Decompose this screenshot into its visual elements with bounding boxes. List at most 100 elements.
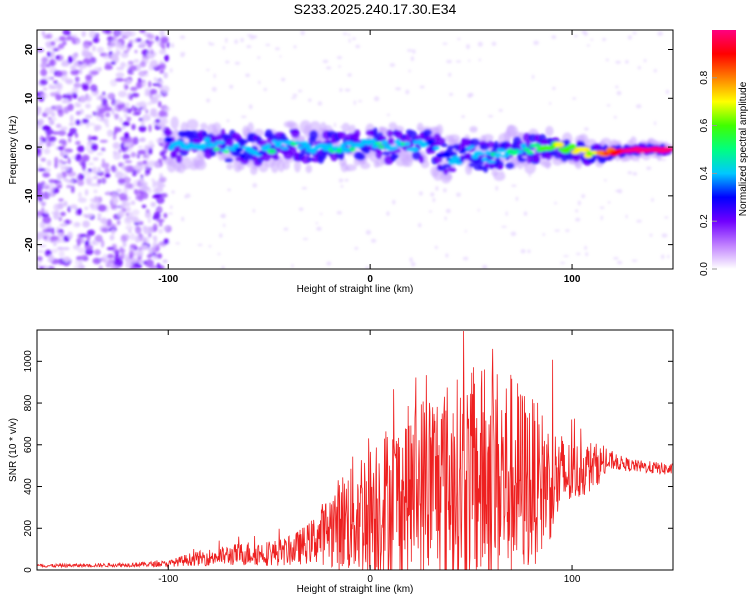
ridge-core: [274, 142, 282, 148]
noise-blob: [53, 203, 60, 211]
noise-blob: [148, 48, 154, 54]
noise-blob: [340, 185, 344, 188]
noise-blob: [653, 69, 657, 73]
noise-blob: [60, 126, 68, 131]
noise-blob: [371, 238, 377, 243]
noise-blob: [419, 85, 425, 89]
noise-blob: [46, 159, 52, 167]
ridge-body: [354, 129, 361, 138]
noise-blob: [604, 179, 607, 182]
noise-blob: [448, 72, 452, 77]
noise-blob: [96, 46, 105, 54]
noise-blob: [226, 119, 230, 123]
noise-blob: [69, 127, 77, 135]
figure-title: S233.2025.240.17.30.E34: [294, 1, 457, 17]
noise-blob: [42, 92, 49, 99]
noise-blob: [141, 204, 147, 209]
noise-blob: [445, 253, 449, 258]
ridge-body: [238, 138, 249, 145]
noise-blob: [234, 61, 241, 65]
noise-blob: [131, 257, 139, 263]
noise-blob: [347, 73, 352, 77]
noise-blob: [116, 219, 121, 226]
noise-blob: [158, 176, 167, 183]
noise-blob: [104, 65, 113, 70]
noise-blob: [279, 55, 282, 58]
noise-blob: [74, 102, 80, 108]
noise-blob: [316, 226, 322, 231]
noise-blob: [75, 140, 81, 146]
noise-blob: [477, 41, 483, 47]
noise-blob: [74, 132, 79, 138]
noise-blob: [44, 107, 54, 115]
noise-blob: [139, 42, 145, 47]
noise-blob: [152, 242, 157, 249]
ridge-body: [447, 145, 454, 151]
noise-blob: [87, 122, 96, 126]
noise-blob: [208, 245, 212, 248]
noise-blob: [102, 53, 111, 60]
noise-blob: [107, 35, 114, 42]
noise-blob: [124, 160, 132, 164]
noise-blob: [152, 180, 156, 189]
noise-blob: [150, 96, 159, 104]
noise-blob: [221, 213, 227, 219]
noise-blob: [53, 210, 60, 216]
noise-blob: [142, 160, 148, 165]
noise-blob: [549, 102, 552, 105]
x-tick-label: -100: [158, 574, 178, 585]
ridge-core: [487, 160, 496, 164]
noise-blob: [135, 226, 142, 234]
noise-blob: [63, 256, 71, 262]
noise-blob: [249, 35, 255, 40]
noise-blob: [432, 197, 436, 203]
noise-blob: [86, 213, 94, 218]
noise-blob: [386, 113, 390, 116]
noise-blob: [134, 235, 140, 243]
noise-blob: [154, 118, 161, 124]
noise-blob: [59, 223, 68, 227]
snr-line: [37, 331, 673, 570]
noise-blob: [57, 110, 64, 117]
noise-blob: [495, 185, 499, 191]
x-tick-label: 0: [367, 274, 373, 285]
noise-blob: [660, 158, 667, 161]
noise-blob: [103, 118, 109, 125]
noise-blob: [154, 93, 162, 99]
noise-blob: [206, 68, 210, 71]
ridge-body: [386, 129, 394, 138]
ridge-core: [517, 150, 524, 154]
ridge-core: [265, 143, 272, 148]
noise-blob: [59, 159, 63, 164]
noise-blob: [54, 104, 63, 110]
noise-blob: [67, 171, 77, 177]
noise-blob: [60, 73, 68, 82]
noise-blob: [554, 202, 558, 205]
spectrogram-xlabel: Height of straight line (km): [297, 284, 414, 295]
ridge-halo: [200, 122, 208, 130]
noise-blob: [158, 64, 165, 69]
noise-blob: [84, 189, 89, 196]
noise-blob: [386, 211, 390, 217]
ridge-body: [262, 153, 271, 162]
ridge-core: [523, 147, 531, 152]
noise-blob: [43, 34, 51, 39]
noise-blob: [477, 208, 480, 212]
noise-blob: [144, 166, 151, 174]
ridge-core: [451, 155, 461, 162]
noise-blob: [240, 115, 247, 119]
noise-blob: [99, 139, 108, 143]
noise-blob: [54, 156, 59, 165]
noise-blob: [37, 210, 43, 217]
noise-blob: [119, 117, 123, 123]
noise-blob: [129, 65, 138, 72]
noise-blob: [97, 213, 102, 218]
noise-blob: [147, 40, 153, 48]
noise-blob: [145, 236, 150, 244]
ridge-core: [209, 143, 218, 148]
noise-blob: [365, 230, 372, 235]
noise-blob: [180, 54, 185, 58]
noise-blob: [79, 95, 87, 103]
noise-blob: [338, 178, 344, 183]
noise-blob: [92, 257, 102, 265]
